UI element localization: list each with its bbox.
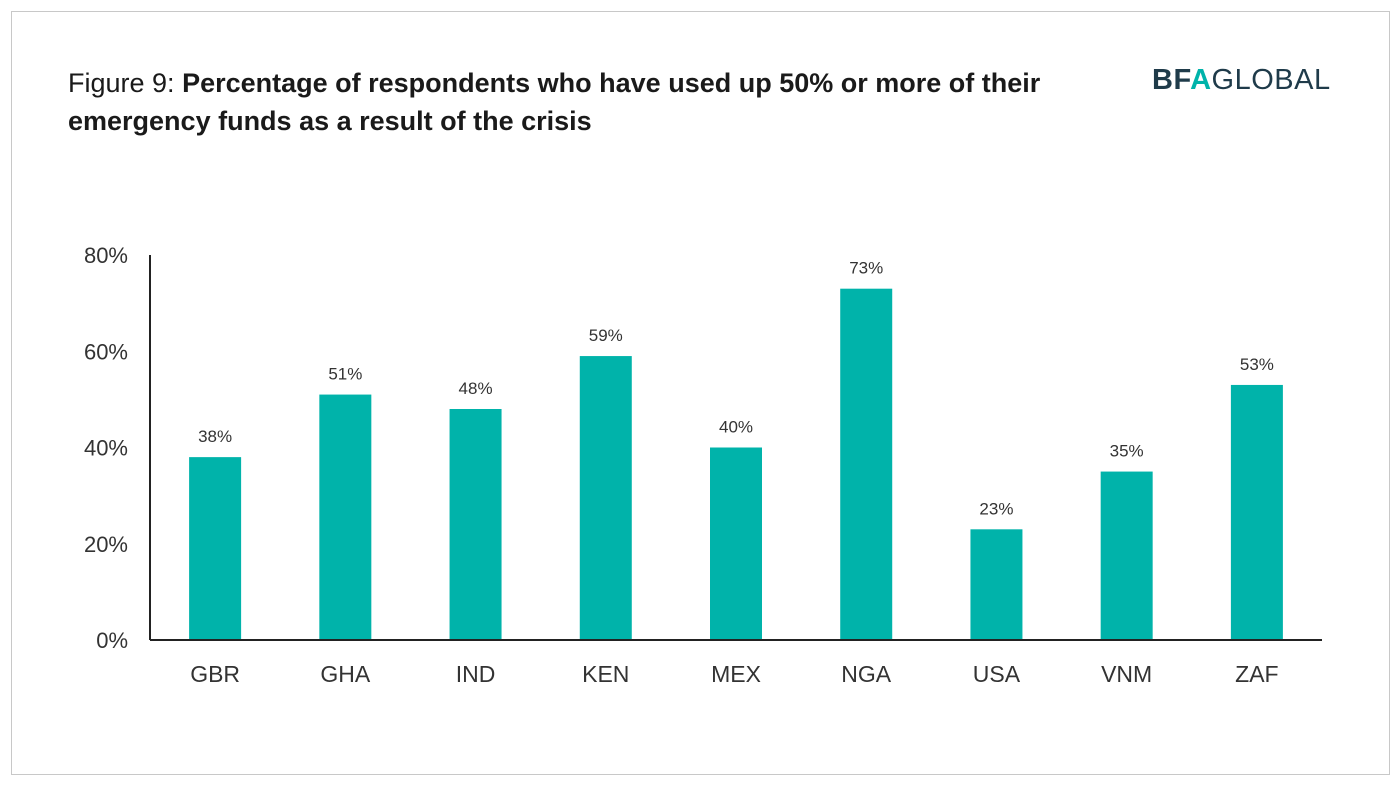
data-label: 35%: [1110, 442, 1144, 461]
y-tick-label: 60%: [84, 339, 128, 364]
x-tick-label: MEX: [711, 661, 761, 687]
x-tick-label: GHA: [320, 661, 371, 687]
x-tick-label: ZAF: [1235, 661, 1278, 687]
figure-title: Figure 9: Percentage of respondents who …: [68, 64, 1048, 140]
data-label: 38%: [198, 427, 232, 446]
bar-gbr: [189, 457, 242, 640]
x-tick-label: NGA: [841, 661, 892, 687]
logo-part-a: A: [1190, 64, 1212, 96]
data-label: 53%: [1240, 355, 1274, 374]
bar-gha: [319, 394, 372, 640]
bar-usa: [970, 529, 1023, 640]
data-label: 73%: [849, 259, 883, 278]
x-axis-labels: GBR GHA IND KEN MEX NGA USA VNM ZAF: [190, 661, 1278, 687]
bar-zaf: [1230, 384, 1283, 640]
y-tick-label: 40%: [84, 436, 128, 461]
data-label: 51%: [328, 365, 362, 384]
y-tick-label: 0%: [96, 628, 128, 653]
data-label: 48%: [459, 379, 493, 398]
bar-vnm: [1100, 471, 1153, 640]
logo-part-bf: BF: [1152, 64, 1191, 96]
x-tick-label: IND: [456, 661, 496, 687]
x-tick-label: USA: [973, 661, 1021, 687]
x-tick-label: VNM: [1101, 661, 1152, 687]
bar-ken: [579, 356, 632, 640]
figure-label: Figure 9:: [68, 68, 175, 98]
x-tick-label: GBR: [190, 661, 240, 687]
bars: [189, 288, 1283, 640]
bfa-global-logo: BFAGLOBAL: [1152, 64, 1331, 96]
y-tick-label: 80%: [84, 243, 128, 268]
y-axis-ticks: 0% 20% 40% 60% 80%: [84, 243, 128, 653]
bar-mex: [710, 447, 762, 640]
data-label: 40%: [719, 418, 753, 437]
data-label: 23%: [979, 499, 1013, 518]
bar-nga: [840, 288, 893, 640]
logo-part-global: GLOBAL: [1211, 64, 1331, 96]
y-tick-label: 20%: [84, 532, 128, 557]
data-label: 59%: [589, 326, 623, 345]
bar-ind: [449, 409, 502, 640]
data-labels: 38% 51% 48% 59% 40% 73% 23% 35% 53%: [198, 259, 1274, 519]
figure-frame: [11, 11, 1390, 775]
x-tick-label: KEN: [582, 661, 629, 687]
figure-title-text: Percentage of respondents who have used …: [68, 68, 1041, 136]
